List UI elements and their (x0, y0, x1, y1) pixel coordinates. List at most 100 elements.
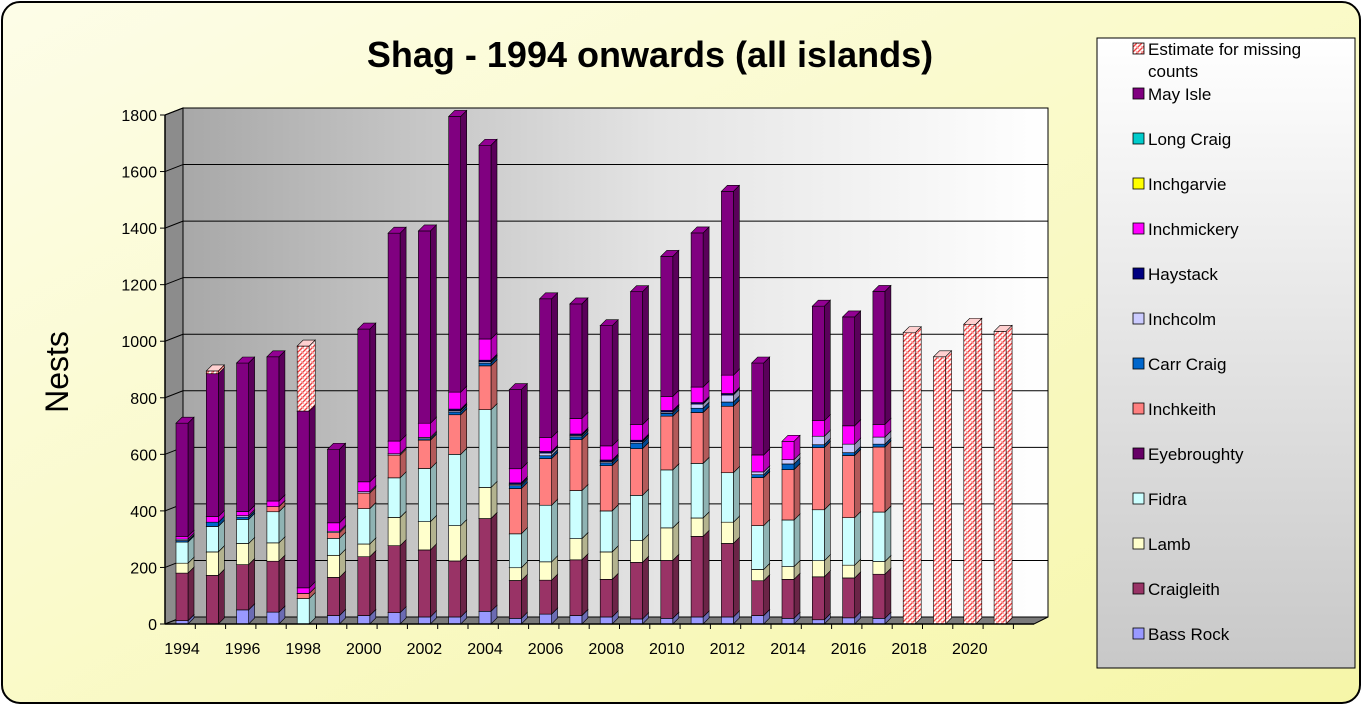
bar-segment (539, 455, 552, 459)
bar-segment (327, 554, 340, 578)
bar-segment (508, 488, 522, 535)
legend-swatch (1132, 492, 1145, 505)
bar-stack-2001 (387, 226, 407, 625)
bar-segment (690, 412, 704, 464)
bar-segment (387, 545, 401, 613)
bar-segment (721, 543, 734, 618)
bar-segment (842, 564, 855, 579)
legend-item: Lamb (1132, 535, 1191, 554)
bar-segment (418, 439, 431, 469)
legend-item: Haystack (1132, 265, 1218, 284)
bar-segment (660, 560, 674, 619)
bar-segment-top (963, 317, 983, 325)
bar-segment (539, 561, 552, 581)
y-tick-label: 400 (130, 504, 157, 521)
legend-label-line: counts (1148, 62, 1198, 81)
bar-segment (811, 305, 825, 421)
bar-segment (872, 573, 886, 619)
legend-label: Inchcolm (1148, 310, 1216, 329)
bar-segment (508, 567, 522, 581)
bar-segment-side (460, 447, 468, 527)
bar-segment (478, 365, 492, 410)
y-tick-label: 800 (130, 391, 157, 408)
bar-segment (448, 525, 462, 562)
bar-segment (539, 504, 552, 563)
bar-segment (296, 345, 310, 412)
x-tick-label: 2020 (952, 641, 988, 658)
bar-segment-side (369, 322, 377, 483)
bar-stack-2013 (750, 356, 771, 625)
bar-segment (630, 562, 643, 620)
bar-stack-1994 (175, 416, 195, 625)
bar-segment (721, 521, 734, 544)
bar-segment (327, 615, 340, 625)
bar-segment-top (447, 110, 468, 117)
bar-segment (872, 424, 886, 438)
legend-label: Lamb (1148, 535, 1191, 554)
bar-segment (811, 576, 825, 621)
bar-stack-2006 (538, 292, 559, 625)
bar-stack-2007 (569, 297, 589, 625)
bar-segment-side (884, 567, 892, 620)
bar-segment (751, 471, 765, 475)
bar-segment-side (248, 557, 255, 611)
bar-segment (448, 411, 462, 416)
bar-segment (478, 144, 492, 340)
bar-segment-top (690, 226, 710, 234)
bar-segment-side (642, 555, 649, 620)
bar-stack-2011 (690, 226, 710, 625)
legend-label: Haystack (1148, 265, 1218, 284)
bar-segment (569, 615, 583, 625)
bar-segment-side (248, 356, 255, 513)
bar-segment-side (551, 573, 558, 615)
legend-swatch (1132, 402, 1145, 415)
bar-stack-2017 (872, 284, 892, 625)
bar-segment (296, 598, 310, 625)
bar-segment (751, 569, 765, 582)
bar-segment-top (811, 299, 832, 307)
bar-segment (630, 540, 643, 563)
legend-swatch (1132, 87, 1145, 100)
bar-segment (266, 500, 280, 507)
bar-segment (781, 579, 795, 619)
bar-segment (569, 538, 583, 561)
bar-segment (448, 616, 462, 625)
legend-item: Bass Rock (1132, 625, 1230, 644)
x-tick-label: 2012 (710, 641, 746, 658)
bar-segment-side (763, 574, 771, 617)
bar-segment (811, 509, 825, 561)
bar-segment-side (672, 409, 680, 471)
bar-segment-top (932, 350, 953, 358)
bar-segment (842, 577, 855, 619)
bar-segment-side (672, 553, 680, 620)
bar-stack-2008 (599, 318, 619, 625)
bar-segment (569, 303, 583, 419)
bar-segment-side (218, 367, 225, 518)
bar-segment-top (569, 297, 589, 305)
bar-segment (508, 389, 522, 470)
bar-stack-2020 (963, 317, 983, 625)
bar-segment-side (581, 553, 589, 617)
bar-segment (599, 551, 613, 580)
bar-segment (599, 462, 613, 466)
bar-segment-side (793, 572, 801, 620)
bar-segment (993, 331, 1007, 625)
legend-label: Bass Rock (1148, 625, 1230, 644)
bar-segment-side (702, 226, 710, 388)
bar-segment-side (551, 451, 558, 506)
legend-item: Inchkeith (1132, 400, 1216, 419)
y-tick-label: 200 (130, 560, 157, 577)
bar-segment (266, 560, 280, 613)
bar-segment (327, 448, 340, 524)
bar-segment (236, 543, 249, 565)
bar-segment (539, 452, 552, 457)
legend-swatch (1132, 222, 1145, 235)
y-tick-label: 1600 (121, 165, 157, 182)
x-tick-label: 2006 (528, 641, 564, 658)
bar-segment (721, 616, 734, 625)
bar-segment (418, 422, 431, 438)
bar-segment (387, 612, 401, 625)
bar-segment (963, 323, 977, 625)
bar-segment (266, 542, 280, 562)
